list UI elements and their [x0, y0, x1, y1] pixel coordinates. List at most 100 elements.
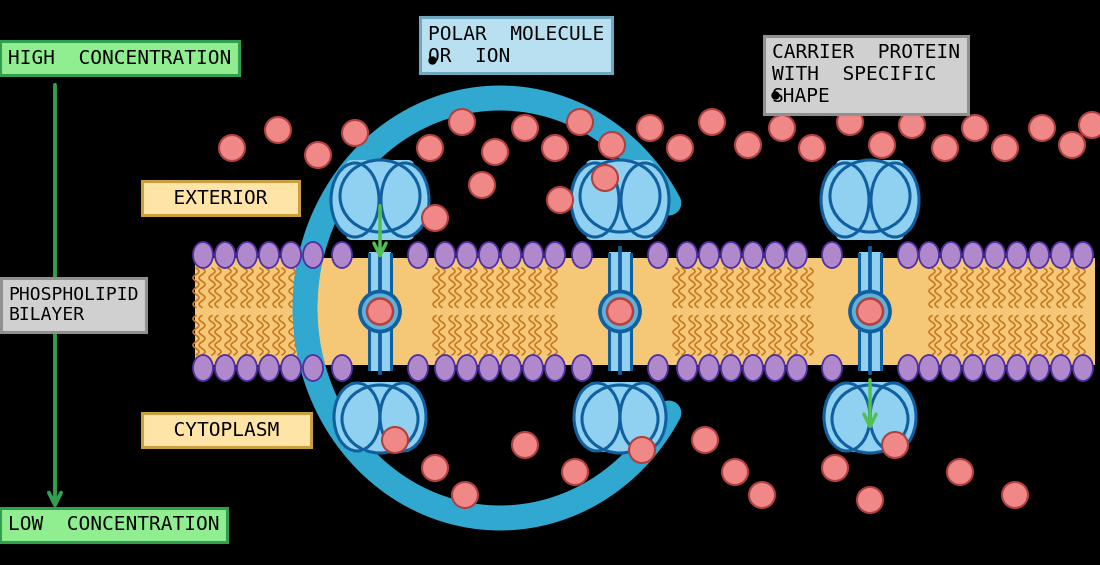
Ellipse shape	[786, 242, 807, 268]
FancyBboxPatch shape	[586, 160, 654, 240]
Ellipse shape	[302, 242, 323, 268]
Ellipse shape	[408, 242, 428, 268]
Bar	[859, 252, 881, 371]
Circle shape	[932, 135, 958, 161]
Ellipse shape	[379, 383, 426, 451]
Ellipse shape	[621, 163, 669, 237]
Ellipse shape	[456, 242, 477, 268]
Ellipse shape	[962, 242, 983, 268]
Ellipse shape	[742, 242, 763, 268]
Ellipse shape	[334, 383, 379, 451]
Ellipse shape	[742, 355, 763, 381]
Ellipse shape	[280, 242, 301, 268]
Ellipse shape	[572, 355, 592, 381]
Circle shape	[869, 132, 895, 158]
Bar	[609, 252, 631, 371]
Circle shape	[1002, 482, 1028, 508]
Circle shape	[882, 432, 908, 458]
Circle shape	[469, 172, 495, 198]
Ellipse shape	[786, 355, 807, 381]
Ellipse shape	[918, 242, 939, 268]
Circle shape	[600, 292, 640, 332]
Circle shape	[992, 135, 1018, 161]
Ellipse shape	[500, 242, 521, 268]
Ellipse shape	[1050, 242, 1071, 268]
Circle shape	[857, 487, 883, 513]
Circle shape	[735, 132, 761, 158]
Circle shape	[265, 117, 292, 143]
Circle shape	[592, 165, 618, 191]
Ellipse shape	[984, 355, 1005, 381]
Text: CYTOPLASM: CYTOPLASM	[150, 420, 302, 440]
Ellipse shape	[332, 355, 352, 381]
Circle shape	[667, 135, 693, 161]
Circle shape	[382, 427, 408, 453]
Circle shape	[452, 482, 478, 508]
Ellipse shape	[571, 163, 619, 237]
Text: EXTERIOR: EXTERIOR	[150, 189, 292, 207]
Ellipse shape	[192, 355, 213, 381]
Text: CARRIER  PROTEIN
WITH  SPECIFIC
SHAPE: CARRIER PROTEIN WITH SPECIFIC SHAPE	[772, 44, 960, 106]
FancyBboxPatch shape	[346, 160, 414, 240]
Circle shape	[417, 135, 443, 161]
Circle shape	[219, 135, 245, 161]
Ellipse shape	[822, 355, 842, 381]
Ellipse shape	[544, 242, 565, 268]
Ellipse shape	[574, 383, 620, 451]
Ellipse shape	[434, 242, 455, 268]
Ellipse shape	[648, 242, 668, 268]
Ellipse shape	[1028, 242, 1049, 268]
Circle shape	[562, 459, 588, 485]
Ellipse shape	[940, 355, 961, 381]
Ellipse shape	[332, 242, 352, 268]
Ellipse shape	[648, 355, 668, 381]
Ellipse shape	[1006, 355, 1027, 381]
Ellipse shape	[940, 242, 961, 268]
Ellipse shape	[676, 355, 697, 381]
Text: PHOSPHOLIPID
BILAYER: PHOSPHOLIPID BILAYER	[8, 285, 139, 324]
Ellipse shape	[698, 355, 719, 381]
Circle shape	[899, 112, 925, 138]
Ellipse shape	[720, 242, 741, 268]
Circle shape	[692, 427, 718, 453]
Ellipse shape	[214, 242, 235, 268]
Circle shape	[512, 432, 538, 458]
Ellipse shape	[500, 355, 521, 381]
Ellipse shape	[871, 163, 918, 237]
Bar	[368, 252, 390, 371]
Ellipse shape	[984, 242, 1005, 268]
Ellipse shape	[214, 355, 235, 381]
Circle shape	[722, 459, 748, 485]
Circle shape	[422, 455, 448, 481]
Ellipse shape	[1006, 242, 1027, 268]
Circle shape	[607, 298, 632, 324]
Ellipse shape	[822, 242, 842, 268]
Ellipse shape	[544, 355, 565, 381]
Ellipse shape	[381, 163, 429, 237]
Ellipse shape	[1050, 355, 1071, 381]
Circle shape	[698, 109, 725, 135]
Ellipse shape	[962, 355, 983, 381]
Text: HIGH  CONCENTRATION: HIGH CONCENTRATION	[8, 49, 231, 67]
Ellipse shape	[331, 163, 379, 237]
Circle shape	[422, 205, 448, 231]
Ellipse shape	[1028, 355, 1049, 381]
Ellipse shape	[408, 355, 428, 381]
Ellipse shape	[456, 355, 477, 381]
Ellipse shape	[522, 355, 543, 381]
Circle shape	[850, 292, 890, 332]
Ellipse shape	[1072, 355, 1093, 381]
Ellipse shape	[821, 163, 869, 237]
FancyBboxPatch shape	[349, 382, 411, 452]
Circle shape	[1059, 132, 1085, 158]
Circle shape	[566, 109, 593, 135]
Circle shape	[482, 139, 508, 165]
Circle shape	[367, 298, 393, 324]
Ellipse shape	[764, 355, 785, 381]
Ellipse shape	[898, 242, 918, 268]
Circle shape	[637, 115, 663, 141]
Ellipse shape	[522, 242, 543, 268]
Circle shape	[822, 455, 848, 481]
Circle shape	[837, 109, 864, 135]
Ellipse shape	[898, 355, 918, 381]
